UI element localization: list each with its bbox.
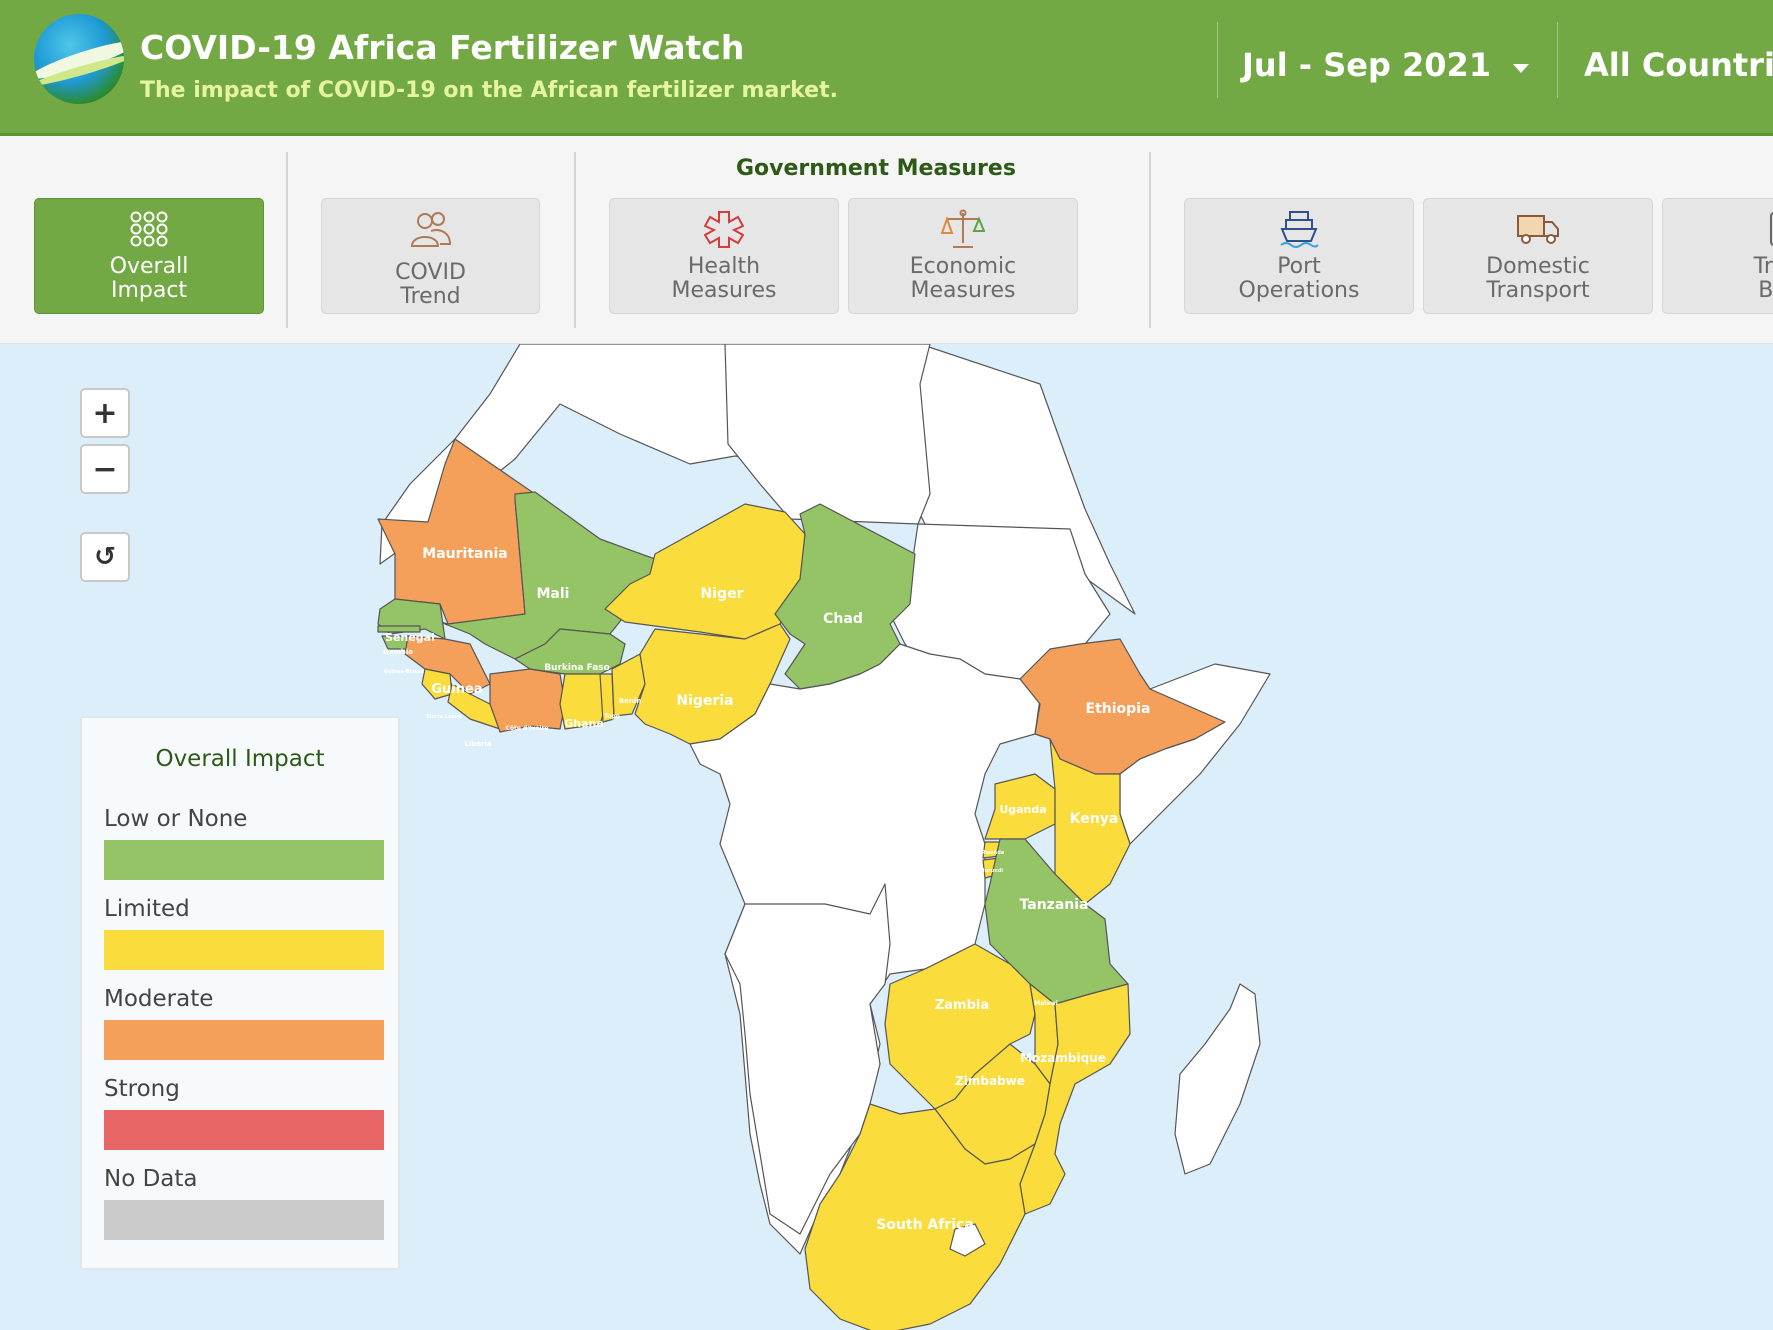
scale-icon xyxy=(849,209,1077,249)
toolbar-divider xyxy=(286,152,288,328)
medical-cross-icon xyxy=(610,209,838,249)
border-icon xyxy=(1663,209,1773,249)
legend-swatch-moderate xyxy=(104,1020,384,1060)
label-cote-divoire: Côte d'Ivoire xyxy=(505,725,548,732)
truck-icon xyxy=(1424,209,1652,249)
land-madagascar xyxy=(1174,983,1261,1175)
country-cote-divoire xyxy=(489,668,566,733)
people-icon xyxy=(322,209,539,249)
ship-icon xyxy=(1185,209,1413,249)
map-canvas[interactable]: Mauritania Mali Niger Chad Senegal Gambi… xyxy=(0,344,1773,1330)
label-burundi: Burundi xyxy=(981,868,1004,874)
country-sierra-leone xyxy=(421,668,453,700)
label-rwanda: Rwanda xyxy=(982,850,1004,856)
page-title: COVID-19 Africa Fertilizer Watch xyxy=(140,28,745,67)
tab-transport-borders[interactable]: TranBor xyxy=(1662,198,1773,314)
header-divider xyxy=(1557,22,1558,98)
label-guinea-bissau: Guinea-Bissau xyxy=(384,669,425,675)
chevron-down-icon[interactable] xyxy=(1513,64,1529,73)
map-legend: Overall Impact Low or None Limited Moder… xyxy=(80,716,400,1270)
label-liberia: Liberia xyxy=(464,740,491,748)
toolbar-divider xyxy=(574,152,576,328)
country-uganda xyxy=(984,773,1056,840)
label-niger: Niger xyxy=(701,586,744,602)
dots-grid-icon xyxy=(35,209,263,249)
tab-overall-impact[interactable]: Overall Impact xyxy=(34,198,264,314)
page-subtitle: The impact of COVID-19 on the African fe… xyxy=(140,78,838,103)
country-select[interactable]: All Countries xyxy=(1584,46,1773,84)
label-uganda: Uganda xyxy=(999,803,1046,816)
tab-economic-measures[interactable]: Economic Measures xyxy=(848,198,1078,314)
country-kenya xyxy=(1049,738,1131,905)
zoom-in-button[interactable]: + xyxy=(80,388,130,438)
label-mozambique: Mozambique xyxy=(1020,1051,1106,1065)
legend-swatch-no-data xyxy=(104,1200,384,1240)
legend-swatch-low xyxy=(104,840,384,880)
legend-label: Low or None xyxy=(104,806,248,832)
country-burkina-faso xyxy=(514,628,626,675)
group-title-government-measures: Government Measures xyxy=(736,156,1016,181)
app-header: COVID-19 Africa Fertilizer Watch The imp… xyxy=(0,0,1773,136)
toolbar-divider xyxy=(1149,152,1151,328)
label-sierra-leone: Sierra Leone xyxy=(426,714,462,720)
country-south-africa xyxy=(804,1103,1036,1330)
legend-swatch-limited xyxy=(104,930,384,970)
land-libya-egypt xyxy=(724,344,931,525)
label-senegal: Senegal xyxy=(385,631,435,644)
label-togo: Togo xyxy=(604,713,620,720)
label-tanzania: Tanzania xyxy=(1020,897,1089,913)
label-south-africa: South Africa xyxy=(876,1217,974,1233)
legend-label: Strong xyxy=(104,1076,180,1102)
tab-covid-trend[interactable]: COVID Trend xyxy=(321,198,540,314)
label-benin: Benin xyxy=(619,697,641,705)
country-guinea xyxy=(404,635,491,695)
indicator-toolbar: Government Measures Overall Impact COVID T… xyxy=(0,136,1773,344)
legend-swatch-strong xyxy=(104,1110,384,1150)
label-mauritania: Mauritania xyxy=(422,546,507,562)
label-ghana: Ghana xyxy=(564,717,604,730)
label-zimbabwe: Zimbabwe xyxy=(955,1074,1025,1088)
logo-icon xyxy=(34,14,124,104)
legend-title: Overall Impact xyxy=(155,746,325,772)
reset-view-button[interactable]: ↺ xyxy=(80,532,130,582)
label-burkina-faso: Burkina Faso xyxy=(544,663,610,673)
label-chad: Chad xyxy=(823,611,863,627)
legend-label: Limited xyxy=(104,896,190,922)
country-togo xyxy=(599,673,615,723)
header-divider xyxy=(1217,22,1218,98)
country-niger xyxy=(604,503,806,640)
tab-port-operations[interactable]: Port Operations xyxy=(1184,198,1414,314)
label-nigeria: Nigeria xyxy=(676,693,733,709)
country-benin xyxy=(611,653,646,717)
label-malawi: Malawi xyxy=(1034,1000,1058,1007)
label-ethiopia: Ethiopia xyxy=(1086,701,1151,717)
africa-map[interactable]: Mauritania Mali Niger Chad Senegal Gambi… xyxy=(0,344,1773,1330)
country-gambia xyxy=(377,625,421,633)
legend-label: Moderate xyxy=(104,986,214,1012)
zoom-out-button[interactable]: − xyxy=(80,444,130,494)
label-kenya: Kenya xyxy=(1070,811,1119,827)
label-gambia: Gambia xyxy=(383,648,413,656)
land-lesotho xyxy=(949,1223,986,1257)
tab-domestic-transport[interactable]: Domestic Transport xyxy=(1423,198,1653,314)
period-select[interactable]: Jul - Sep 2021 xyxy=(1242,46,1492,84)
label-guinea: Guinea xyxy=(431,682,482,697)
label-mali: Mali xyxy=(537,586,570,602)
legend-label: No Data xyxy=(104,1166,198,1192)
tab-health-measures[interactable]: Health Measures xyxy=(609,198,839,314)
country-mauritania xyxy=(377,438,536,625)
label-zambia: Zambia xyxy=(935,998,989,1013)
